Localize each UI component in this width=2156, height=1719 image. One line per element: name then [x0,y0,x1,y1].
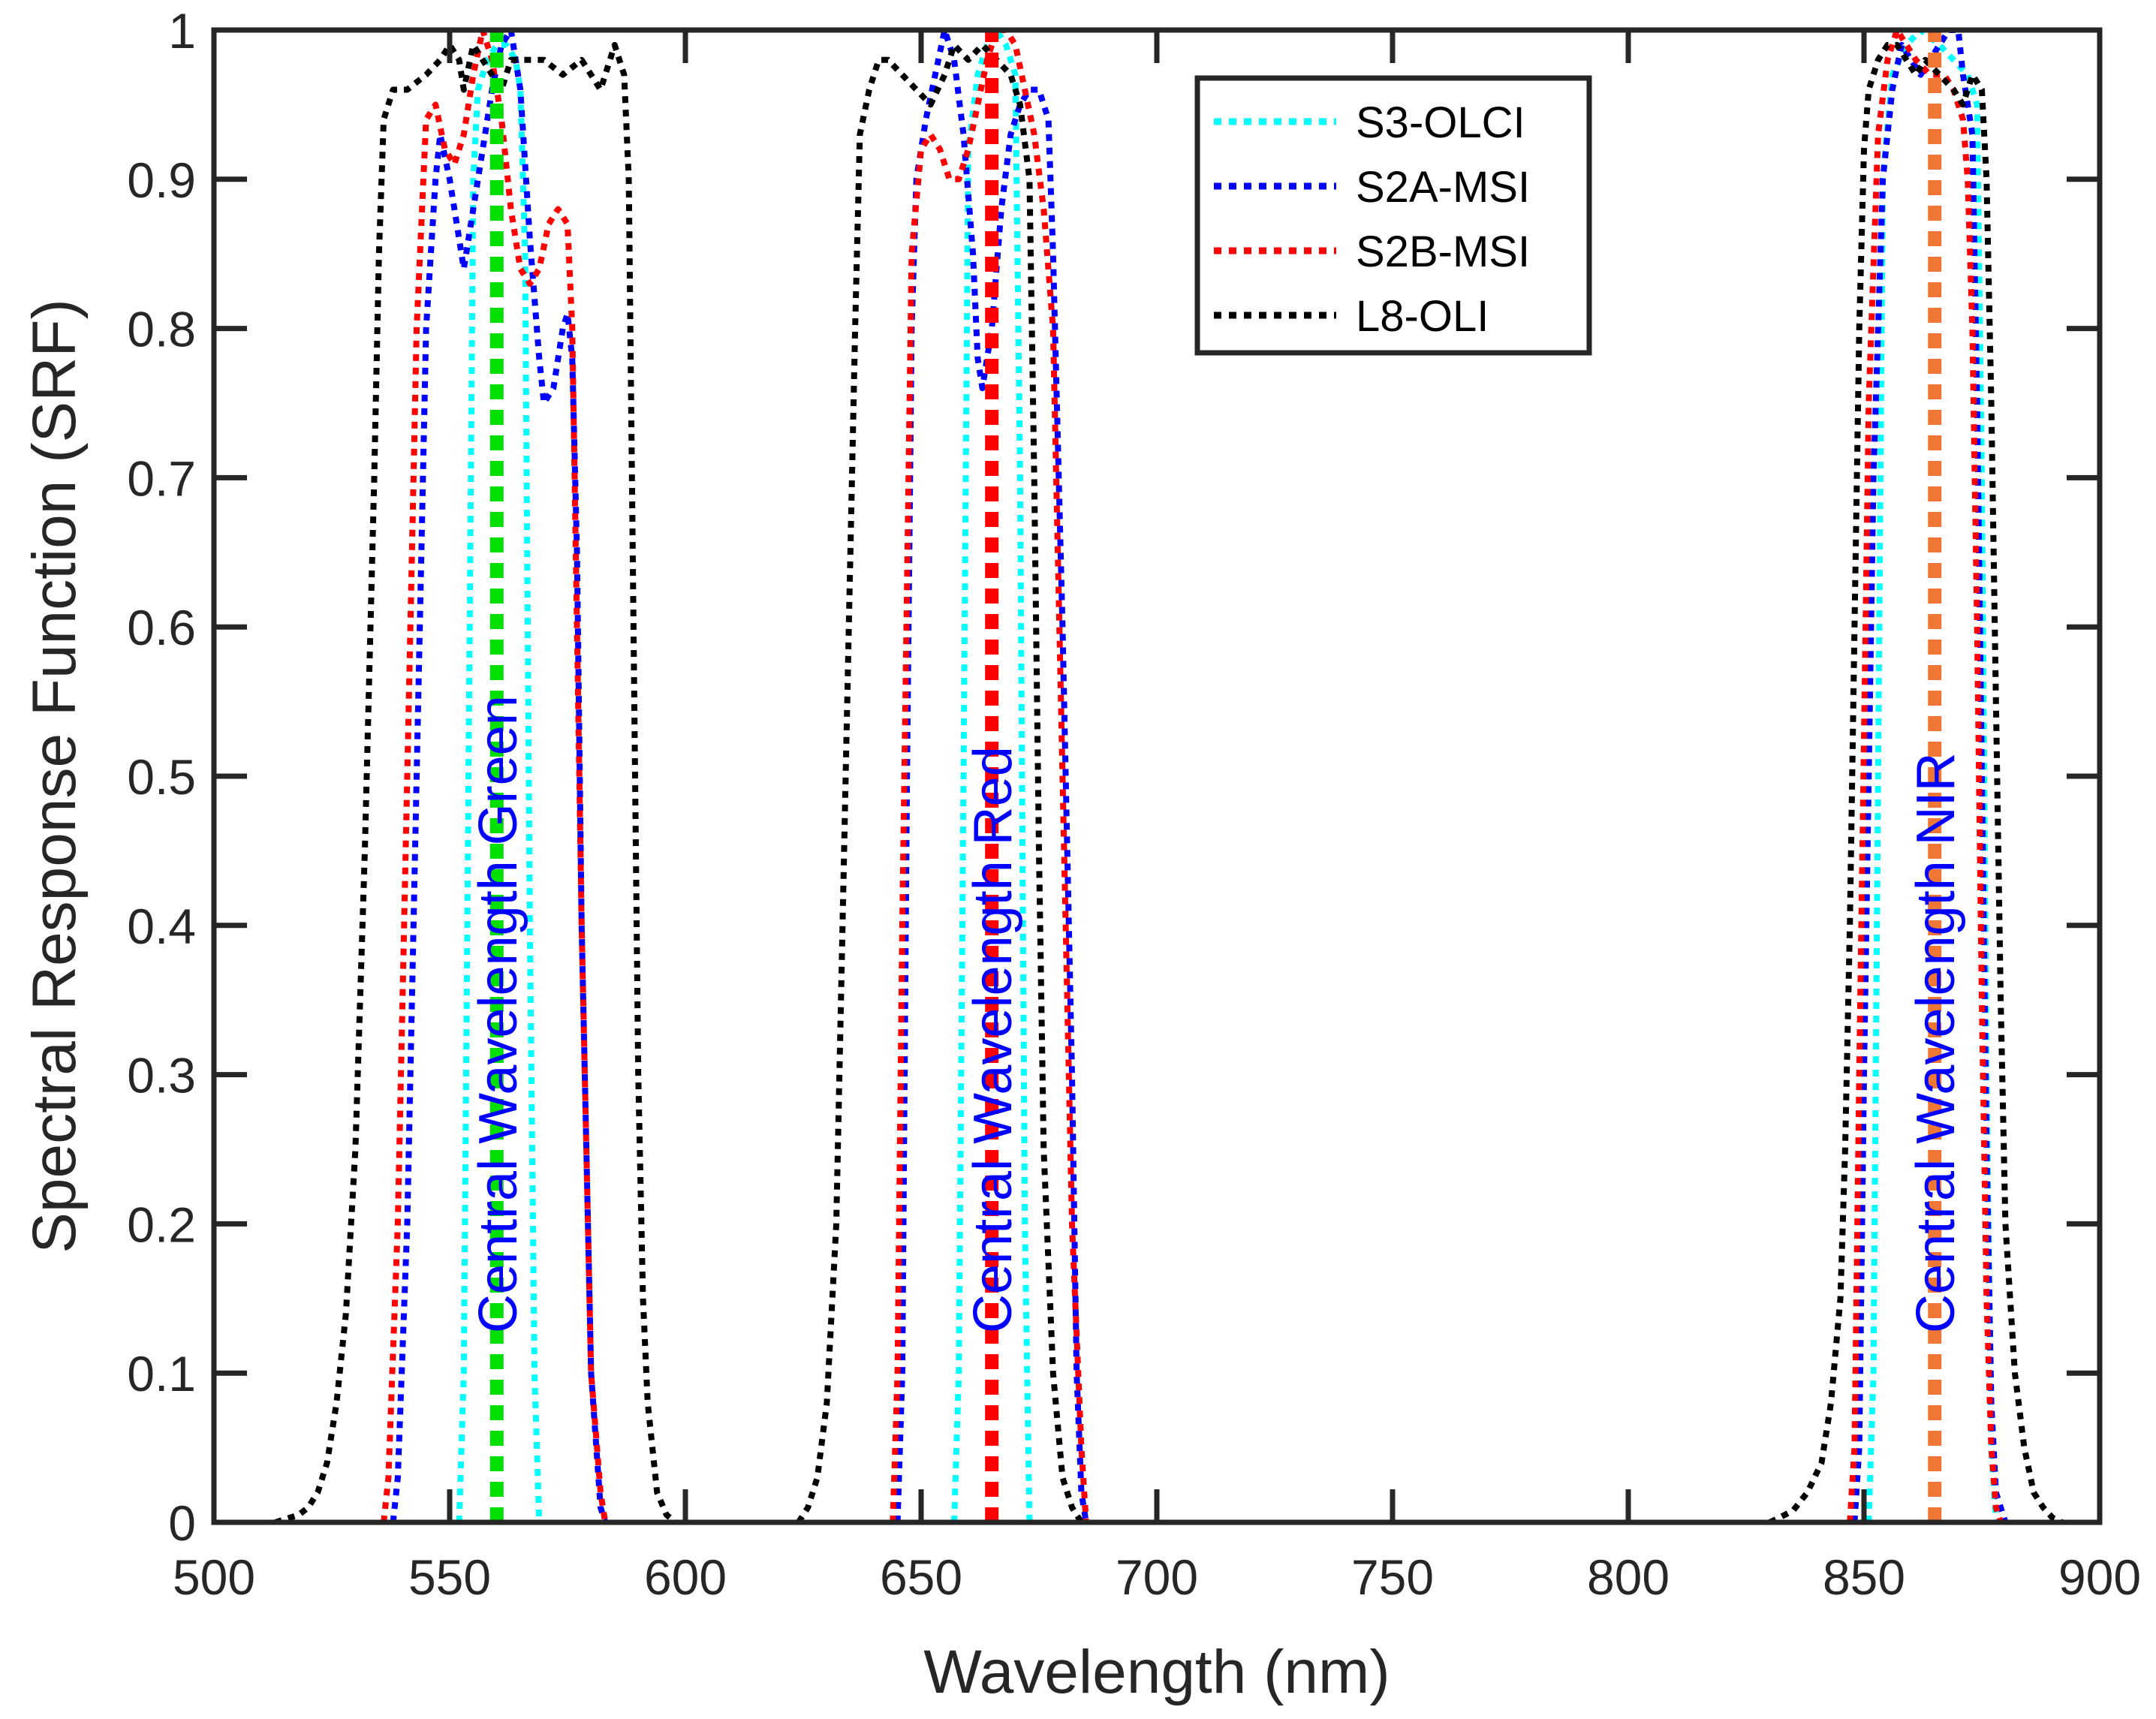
y-tick-label: 0.7 [127,450,196,506]
x-tick-label: 650 [880,1549,962,1605]
legend-label-l8-oli: L8-OLI [1356,292,1489,341]
series-line-s2a-msi-band-1 [390,30,609,1522]
x-tick-label: 900 [2058,1549,2141,1605]
x-tick-labels: 500 550 600 650 700 750 800 850 900 [173,1549,2141,1605]
series-line-s2b-msi-band-3 [1847,30,2004,1522]
series-line-l8-oli-band-1 [274,41,678,1522]
annotation-nir: Central Wavelength NIR [1906,752,1966,1333]
y-tick-label: 0.1 [127,1346,196,1401]
plot-frame [211,27,2103,1525]
y-tick-label: 0.3 [127,1048,196,1103]
legend-label-s3-olci: S3-OLCI [1356,98,1525,147]
legend-entries: S3-OLCI S2A-MSI S2B-MSI L8-OLI [1214,98,1530,341]
x-tick-label: 700 [1116,1549,1198,1605]
series-layer [274,30,2064,1522]
y-tick-label: 1 [168,3,196,59]
y-tick-label: 0.8 [127,302,196,357]
x-tick-label: 750 [1351,1549,1434,1605]
x-axis-label: Wavelength (nm) [923,1638,1390,1706]
x-tick-label: 800 [1587,1549,1670,1605]
annotations-layer: Central Wavelength Green Central Waveleng… [468,695,1966,1333]
y-tick-label: 0.2 [127,1197,196,1252]
x-tick-label: 850 [1823,1549,1905,1605]
y-tick-labels: 0 0.1 0.2 0.3 0.4 0.5 0.6 0.7 0.8 0.9 1 [127,3,196,1551]
series-line-s2a-msi-band-3 [1851,30,2009,1522]
legend-label-s2a-msi: S2A-MSI [1356,163,1530,212]
x-tick-label: 550 [408,1549,491,1605]
central-lines-layer [489,30,1942,1522]
annotation-red: Central Wavelength Red [963,746,1023,1333]
y-tick-label: 0.6 [127,600,196,655]
y-axis-label: Spectral Response Function (SRF) [20,299,89,1254]
series-line-s2b-msi-band-1 [381,30,609,1522]
series-line-s3-olci-band-1 [456,41,543,1522]
x-tick-label: 600 [644,1549,727,1605]
y-tick-label: 0.9 [127,152,196,208]
y-tick-label: 0 [168,1495,196,1551]
y-tick-label: 0.4 [127,899,196,954]
annotation-green: Central Wavelength Green [468,695,528,1333]
legend: S3-OLCI S2A-MSI S2B-MSI L8-OLI [1194,75,1592,356]
legend-label-s2b-msi: S2B-MSI [1356,227,1530,276]
x-tick-label: 500 [173,1549,255,1605]
y-tick-label: 0.5 [127,749,196,805]
